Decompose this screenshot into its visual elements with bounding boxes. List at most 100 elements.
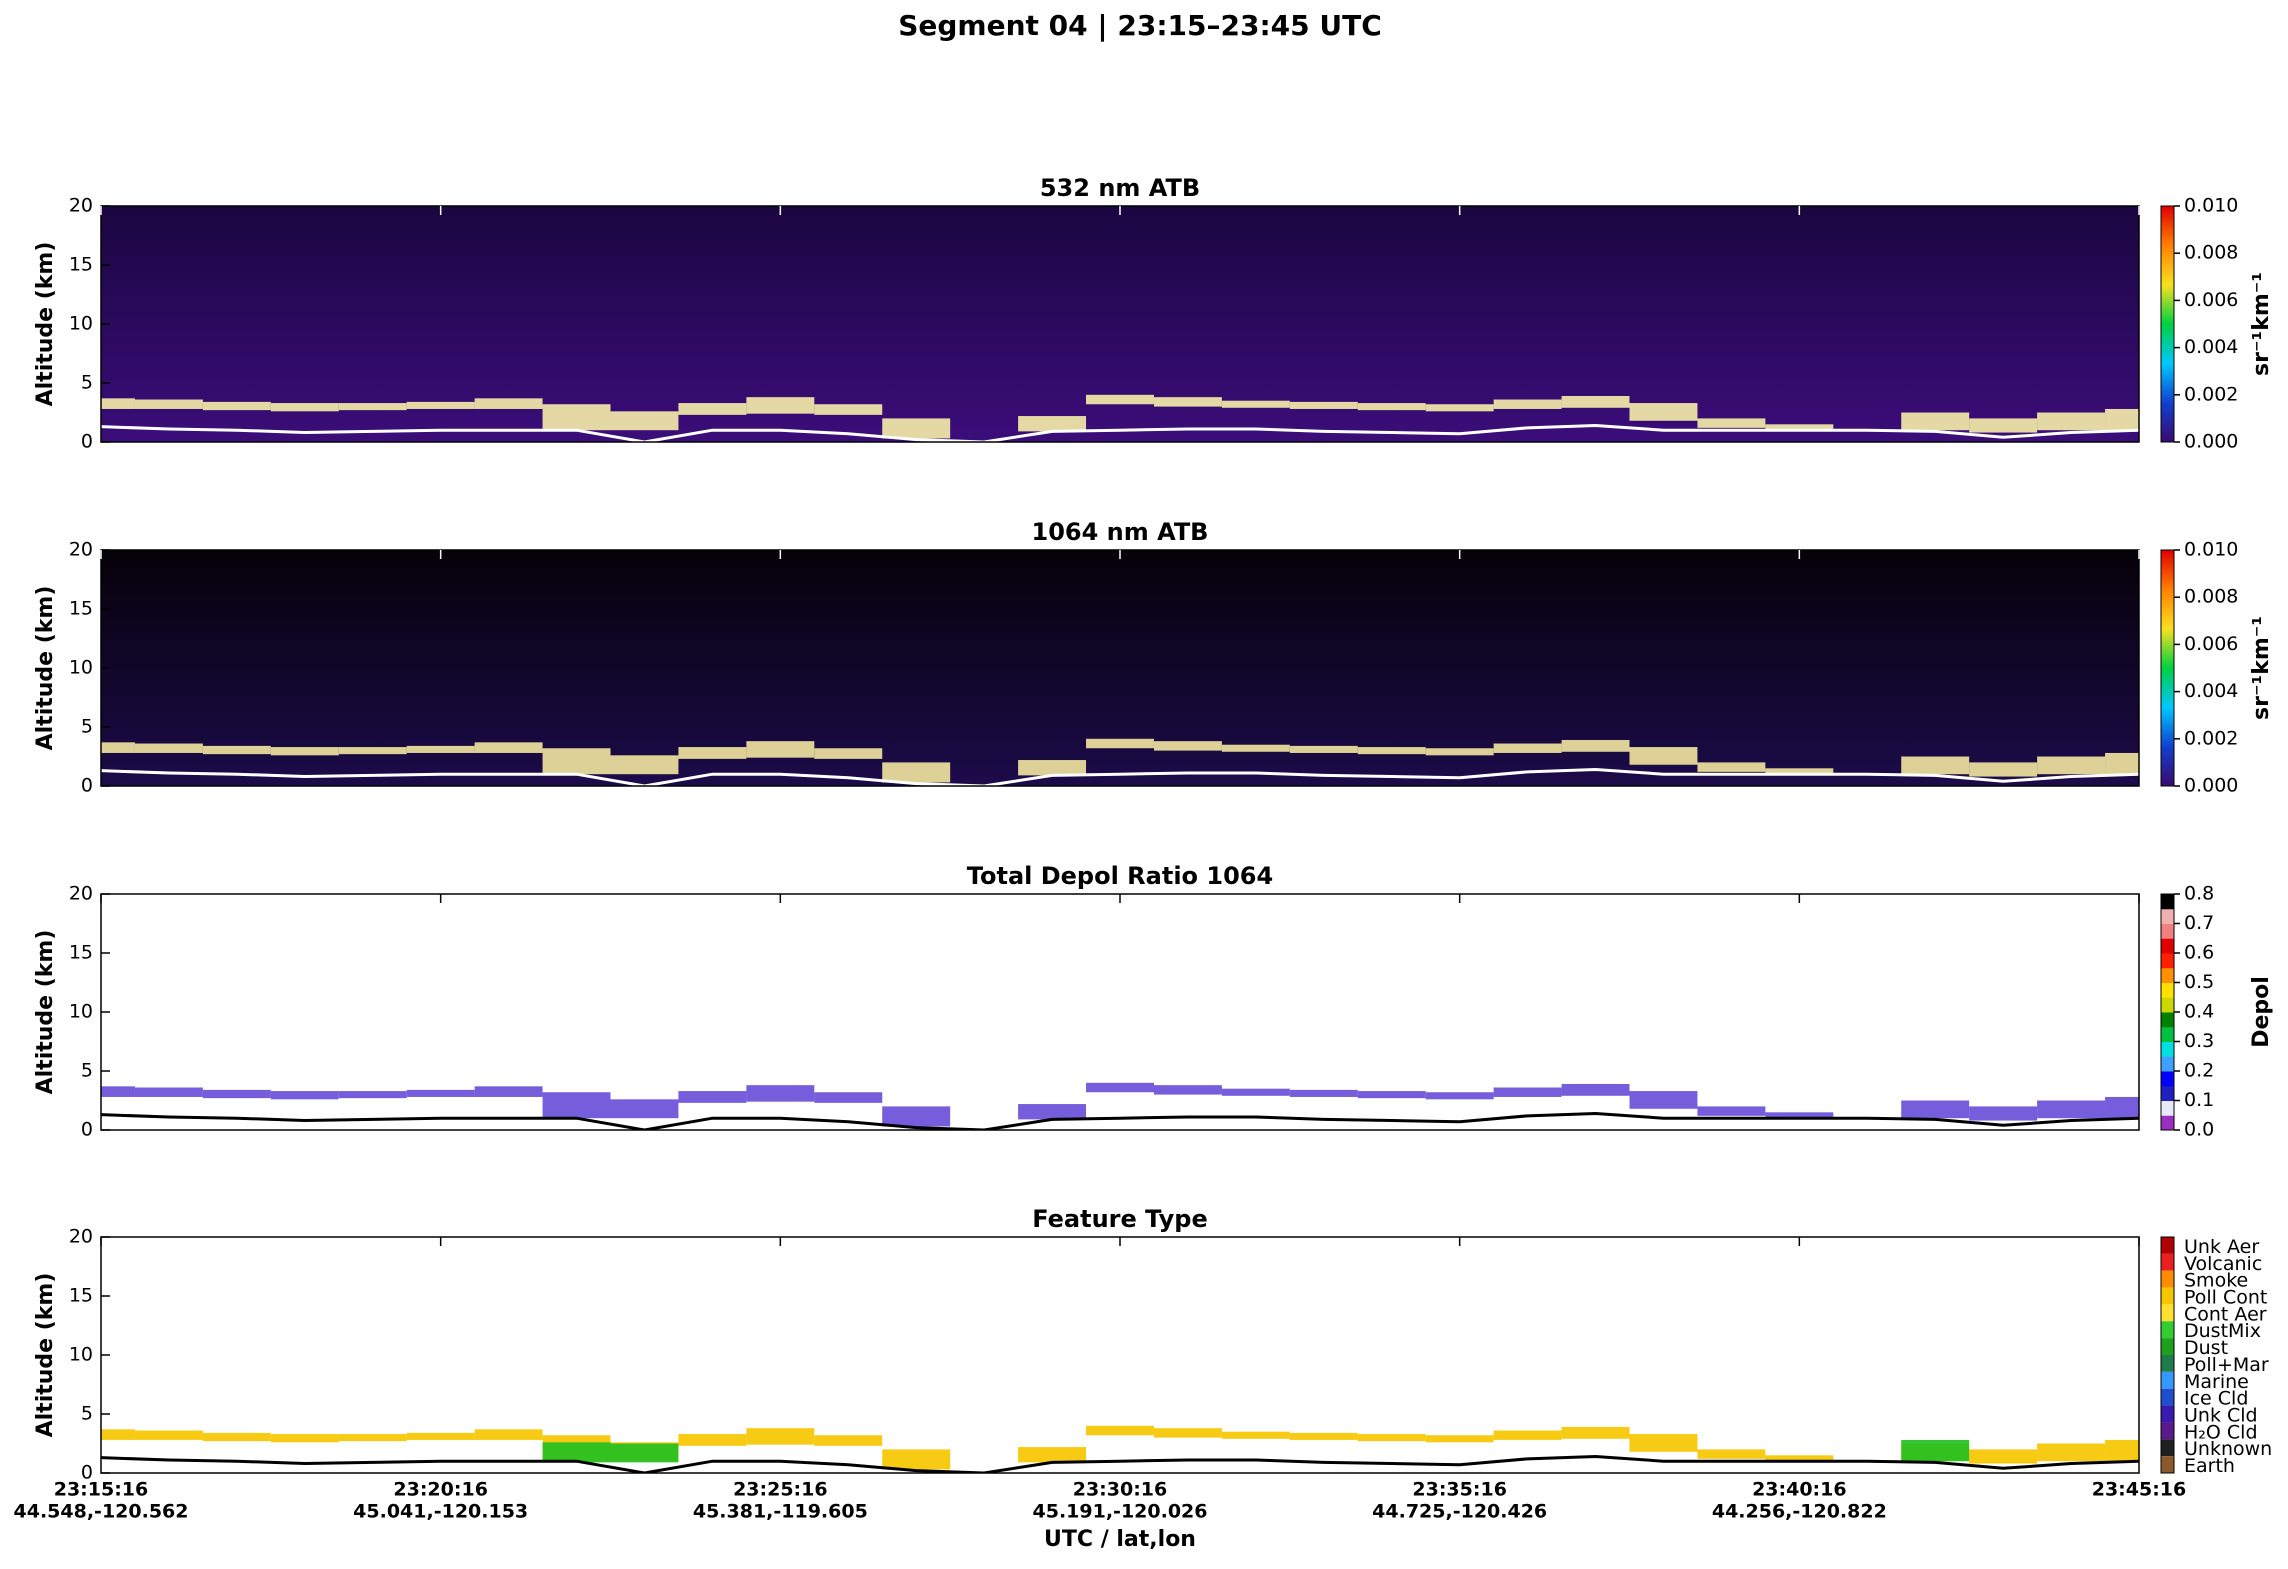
layer-cell <box>1153 397 1222 407</box>
layer-cell <box>1018 416 1087 432</box>
layer-cell <box>1901 412 1970 431</box>
layer-cell <box>1289 745 1358 753</box>
y-tick-label: 15 <box>69 598 93 620</box>
colorbar-swatch <box>2161 1041 2174 1057</box>
layer-cell <box>2037 412 2106 431</box>
layer-cell <box>678 403 747 415</box>
layer-cell <box>474 1086 543 1097</box>
colorbar-swatch <box>2161 967 2174 983</box>
colorbar-swatch <box>2161 1422 2174 1440</box>
surface-line <box>101 1111 2139 1130</box>
layer-cell <box>101 742 135 753</box>
layer-cell <box>338 1091 407 1099</box>
y-tick-label: 5 <box>81 1060 93 1082</box>
x-tick-label: 23:30:16 <box>1073 1479 1168 1501</box>
colorbar-swatch <box>2161 982 2174 998</box>
layer-cell <box>1765 424 1834 431</box>
y-axis-label: Altitude (km) <box>33 242 58 407</box>
layer-cell <box>882 1449 951 1470</box>
layer-cell <box>1561 739 1630 752</box>
y-tick-label: 15 <box>69 942 93 964</box>
colorbar-label: Depol <box>2249 976 2274 1048</box>
y-tick-label: 0 <box>81 775 93 797</box>
layer-cell <box>1493 399 1562 409</box>
colorbar-tick-label: 0.004 <box>2184 680 2238 702</box>
layer-cell <box>814 404 883 415</box>
layer-cell <box>746 741 815 758</box>
x-axis-label: UTC / lat,lon <box>1044 1527 1196 1552</box>
colorbar-swatch <box>2161 1115 2174 1131</box>
colorbar-category: Unk Aer <box>2184 1236 2259 1258</box>
colorbar-tick-label: 0.6 <box>2184 942 2214 964</box>
layer-cell <box>474 1429 543 1440</box>
colorbar-category: Ice Cld <box>2184 1388 2248 1410</box>
colorbar-swatch <box>2161 1304 2174 1322</box>
layer-cell <box>1493 1430 1562 1440</box>
colorbar-category: Poll Cont <box>2184 1287 2267 1309</box>
x-tick-label: 23:35:16 <box>1412 1479 1507 1501</box>
layer-cell <box>2105 408 2139 431</box>
y-tick-label: 20 <box>69 539 93 561</box>
colorbar-swatch <box>2161 923 2174 939</box>
y-tick-label: 10 <box>69 313 93 335</box>
plot-area <box>101 1082 2139 1130</box>
colorbar-category: Cont Aer <box>2184 1303 2267 1325</box>
y-tick-label: 15 <box>69 1285 93 1307</box>
x-tick-label: 23:25:16 <box>733 1479 828 1501</box>
layer-cell <box>134 399 203 409</box>
layer-cell <box>542 404 611 431</box>
layer-cell <box>406 401 475 409</box>
layer-cell <box>1629 747 1698 765</box>
y-axis-label: Altitude (km) <box>33 930 58 1095</box>
layer-cell <box>882 418 951 439</box>
x-tick-sublabel: 44.256,-120.822 <box>1712 1501 1887 1523</box>
layer-cell <box>1561 1426 1630 1439</box>
panel-title: 1064 nm ATB <box>1032 518 1209 546</box>
layer-cell <box>406 1089 475 1097</box>
colorbar-swatch <box>2161 1270 2174 1288</box>
layer-cell <box>542 1442 611 1463</box>
layer-cell <box>1153 741 1222 751</box>
layer-cell <box>1086 738 1154 749</box>
layer-cell <box>1221 744 1290 752</box>
y-axis-label: Altitude (km) <box>33 1273 58 1438</box>
layer-cell <box>406 1432 475 1440</box>
layer-cell <box>1221 1431 1290 1439</box>
layer-cell <box>1765 1455 1834 1462</box>
colorbar-tick-label: 0.008 <box>2184 586 2238 608</box>
colorbar-tick-label: 0.8 <box>2184 883 2214 905</box>
layer-cell <box>1493 1087 1562 1097</box>
layer-cell <box>610 411 679 431</box>
layer-cell <box>1629 403 1698 421</box>
x-tick-sublabel: 45.191,-120.026 <box>1033 1501 1208 1523</box>
colorbar-frame <box>2160 893 2175 1131</box>
panel-title: Total Depol Ratio 1064 <box>967 862 1273 890</box>
layer-cell <box>542 748 611 775</box>
colorbar-tick-label: 0.1 <box>2184 1089 2214 1111</box>
colorbar-category: Dust <box>2184 1337 2228 1359</box>
surface-line <box>101 1454 2139 1473</box>
colorbar-tick-label: 0.000 <box>2184 775 2238 797</box>
colorbar-tick-label: 0.008 <box>2184 242 2238 264</box>
layer-cell <box>1425 1092 1494 1100</box>
layer-cell <box>1697 418 1766 428</box>
layer-cell <box>2105 1096 2139 1119</box>
surface-line <box>101 767 2139 786</box>
layer-cell <box>1493 743 1562 753</box>
colorbar-tick-label: 0.5 <box>2184 971 2214 993</box>
layer-cell <box>610 1443 679 1463</box>
panel-title: 532 nm ATB <box>1040 174 1200 202</box>
layer-cell <box>1629 1434 1698 1452</box>
layer-cell <box>101 1429 135 1440</box>
layer-cell <box>1561 1083 1630 1096</box>
colorbar-swatch <box>2161 1456 2174 1473</box>
y-tick-label: 10 <box>69 1344 93 1366</box>
plot-area <box>101 738 2139 786</box>
layer-cell <box>746 1428 815 1445</box>
layer-cell <box>1289 1432 1358 1440</box>
layer-cell <box>1086 1425 1154 1436</box>
layer-cell <box>1425 1435 1494 1443</box>
x-tick-sublabel: 44.548,-120.562 <box>14 1501 189 1523</box>
y-tick-label: 0 <box>81 1462 93 1484</box>
colorbar-category: DustMix <box>2184 1320 2261 1342</box>
